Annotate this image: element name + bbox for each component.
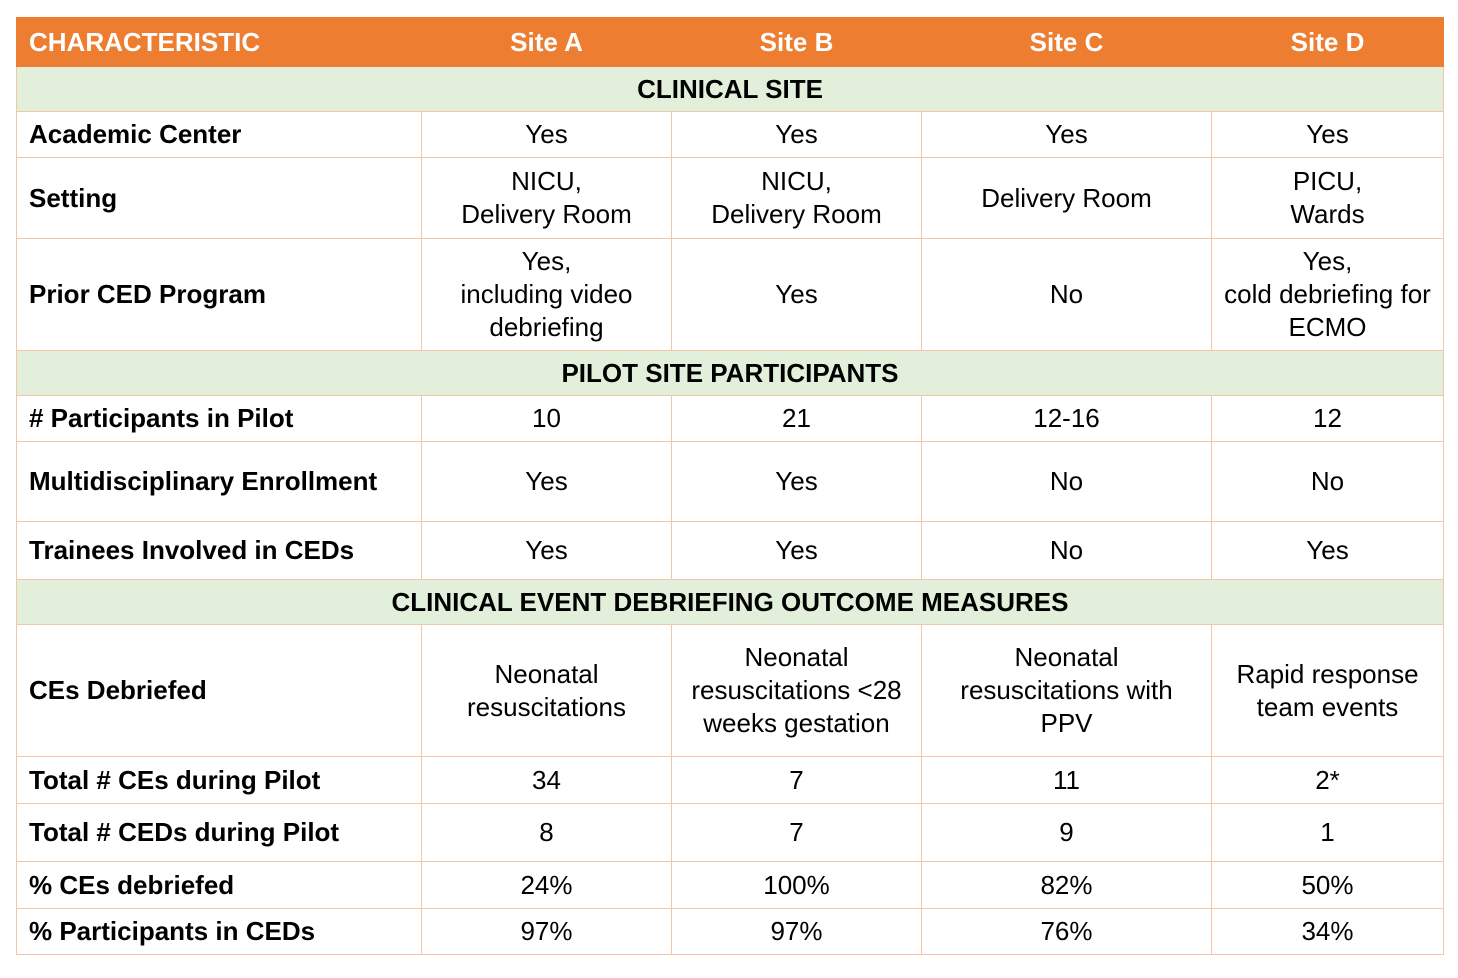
cell-site-a: Yes, including video debriefing [421,238,672,351]
cell-site-c: No [921,238,1212,351]
section-pilot-participants: PILOT SITE PARTICIPANTS [16,350,1444,396]
cell-site-b: 100% [671,861,922,909]
cell-site-d: Yes [1211,111,1444,158]
cell-site-a: Neonatal resuscitations [421,624,672,757]
row-multidisciplinary-enrollment: Multidisciplinary Enrollment Yes Yes No … [16,441,1444,522]
cell-site-b: Yes [671,111,922,158]
characteristics-table-container: CHARACTERISTIC Site A Site B Site C Site… [16,17,1444,955]
section-clinical-site: CLINICAL SITE [16,66,1444,112]
row-label: Trainees Involved in CEDs [16,521,422,580]
cell-site-d: 12 [1211,395,1444,442]
row-label: Prior CED Program [16,238,422,351]
cell-site-c: No [921,441,1212,522]
cell-site-d: 34% [1211,908,1444,955]
cell-site-a: 97% [421,908,672,955]
row-academic-center: Academic Center Yes Yes Yes Yes [16,111,1444,158]
header-characteristic: CHARACTERISTIC [16,17,422,67]
cell-site-b: 21 [671,395,922,442]
cell-site-c: Yes [921,111,1212,158]
cell-site-d: Rapid response team events [1211,624,1444,757]
cell-site-d: 50% [1211,861,1444,909]
cell-site-c: Neonatal resuscitations with PPV [921,624,1212,757]
cell-site-a: 8 [421,803,672,862]
section-title: PILOT SITE PARTICIPANTS [16,350,1444,396]
row-label: % Participants in CEDs [16,908,422,955]
row-ces-debriefed: CEs Debriefed Neonatal resuscitations Ne… [16,624,1444,757]
cell-site-b: 97% [671,908,922,955]
row-percent-participants: % Participants in CEDs 97% 97% 76% 34% [16,908,1444,955]
site-characteristics-table: CHARACTERISTIC Site A Site B Site C Site… [16,17,1444,955]
cell-site-b: Yes [671,238,922,351]
cell-site-a: 24% [421,861,672,909]
cell-site-a: Yes [421,521,672,580]
row-label: # Participants in Pilot [16,395,422,442]
row-label: CEs Debriefed [16,624,422,757]
cell-site-b: 7 [671,756,922,804]
cell-site-c: 12-16 [921,395,1212,442]
cell-site-c: Delivery Room [921,157,1212,239]
row-label: Multidisciplinary Enrollment [16,441,422,522]
table-header-row: CHARACTERISTIC Site A Site B Site C Site… [16,17,1444,67]
header-site-d: Site D [1211,17,1444,67]
cell-site-b: Neonatal resuscitations <28 weeks gestat… [671,624,922,757]
cell-site-b: Yes [671,521,922,580]
cell-site-a: 34 [421,756,672,804]
row-label: Total # CEs during Pilot [16,756,422,804]
header-site-b: Site B [671,17,922,67]
cell-site-c: 11 [921,756,1212,804]
cell-site-c: 76% [921,908,1212,955]
cell-site-c: 82% [921,861,1212,909]
row-participants-in-pilot: # Participants in Pilot 10 21 12-16 12 [16,395,1444,442]
cell-site-c: No [921,521,1212,580]
row-prior-ced-program: Prior CED Program Yes, including video d… [16,238,1444,351]
cell-site-a: NICU, Delivery Room [421,157,672,239]
cell-site-d: No [1211,441,1444,522]
row-label: Setting [16,157,422,239]
header-site-c: Site C [921,17,1212,67]
cell-site-d: Yes [1211,521,1444,580]
cell-site-a: Yes [421,111,672,158]
row-total-ceds: Total # CEDs during Pilot 8 7 9 1 [16,803,1444,862]
cell-site-d: 1 [1211,803,1444,862]
row-label: % CEs debriefed [16,861,422,909]
row-label: Academic Center [16,111,422,158]
cell-site-a: Yes [421,441,672,522]
row-percent-ces-debriefed: % CEs debriefed 24% 100% 82% 50% [16,861,1444,909]
section-title: CLINICAL SITE [16,66,1444,112]
row-total-ces: Total # CEs during Pilot 34 7 11 2* [16,756,1444,804]
cell-site-c: 9 [921,803,1212,862]
section-outcome-measures: CLINICAL EVENT DEBRIEFING OUTCOME MEASUR… [16,579,1444,625]
row-setting: Setting NICU, Delivery Room NICU, Delive… [16,157,1444,239]
row-trainees-involved: Trainees Involved in CEDs Yes Yes No Yes [16,521,1444,580]
row-label: Total # CEDs during Pilot [16,803,422,862]
cell-site-b: Yes [671,441,922,522]
cell-site-b: NICU, Delivery Room [671,157,922,239]
cell-site-d: Yes, cold debriefing for ECMO [1211,238,1444,351]
cell-site-a: 10 [421,395,672,442]
cell-site-b: 7 [671,803,922,862]
cell-site-d: PICU, Wards [1211,157,1444,239]
cell-site-d: 2* [1211,756,1444,804]
header-site-a: Site A [421,17,672,67]
section-title: CLINICAL EVENT DEBRIEFING OUTCOME MEASUR… [16,579,1444,625]
